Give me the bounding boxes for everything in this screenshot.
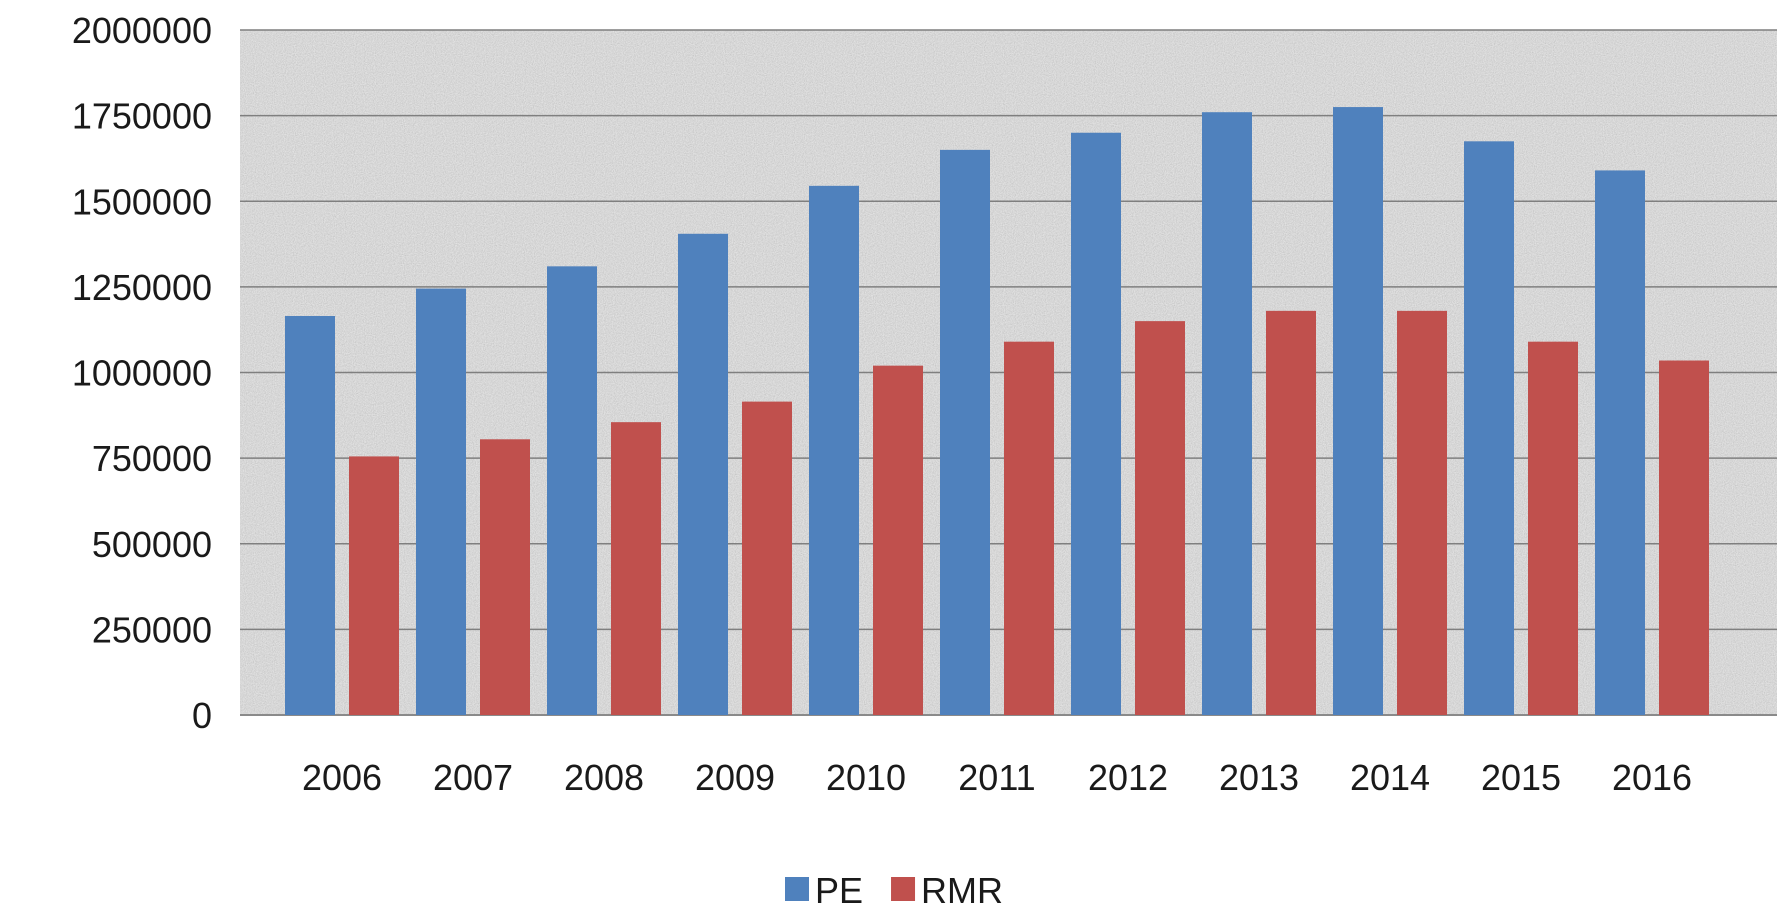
legend-label-pe: PE <box>815 870 863 910</box>
bar-pe-2008 <box>547 266 597 715</box>
legend-swatch-rmr <box>891 877 916 901</box>
x-tick-label: 2010 <box>826 757 906 798</box>
bar-rmr-2013 <box>1266 310 1316 715</box>
bar-pe-2009 <box>678 233 728 715</box>
bar-pe-2014 <box>1333 107 1383 715</box>
bar-pe-2006 <box>285 315 335 715</box>
y-tick-label: 0 <box>192 695 212 736</box>
bar-rmr-2009 <box>742 401 792 715</box>
y-axis: 0 250000 500000 750000 1000000 1250000 1500000… <box>72 10 212 736</box>
legend-label-rmr: RMR <box>921 870 1003 910</box>
bar-pe-2007 <box>416 288 466 715</box>
bar-rmr-2014 <box>1397 310 1447 715</box>
x-axis: 2006 2007 2008 2009 2010 2011 2012 2013 2014 2015… <box>302 757 1692 798</box>
x-tick-label: 2014 <box>1350 757 1430 798</box>
bar-rmr-2012 <box>1135 321 1185 715</box>
x-tick-label: 2016 <box>1612 757 1692 798</box>
bar-pe-2010 <box>809 185 859 715</box>
y-tick-label: 1500000 <box>72 181 212 222</box>
bar-pe-2016 <box>1595 170 1645 716</box>
bar-pe-2013 <box>1202 112 1252 715</box>
x-tick-label: 2011 <box>958 757 1035 798</box>
y-tick-label: 1250000 <box>72 267 212 308</box>
x-tick-label: 2007 <box>433 757 513 798</box>
x-tick-label: 2006 <box>302 757 382 798</box>
bars-group <box>285 107 1709 716</box>
x-tick-label: 2008 <box>564 757 644 798</box>
x-tick-label: 2009 <box>695 757 775 798</box>
bar-rmr-2011 <box>1004 341 1054 715</box>
y-tick-label: 1750000 <box>72 96 212 137</box>
x-tick-label: 2015 <box>1481 757 1561 798</box>
y-tick-label: 500000 <box>92 524 212 565</box>
y-tick-label: 250000 <box>92 609 212 650</box>
bar-pe-2012 <box>1071 132 1121 715</box>
bar-rmr-2010 <box>873 365 923 715</box>
y-tick-label: 750000 <box>92 438 212 479</box>
bar-rmr-2016 <box>1659 360 1709 715</box>
y-tick-label: 1000000 <box>72 353 212 394</box>
bar-rmr-2008 <box>611 422 661 715</box>
bar-rmr-2007 <box>480 439 530 715</box>
x-tick-label: 2012 <box>1088 757 1168 798</box>
legend: PE RMR <box>785 870 1003 910</box>
bar-pe-2011 <box>940 149 990 715</box>
bar-rmr-2006 <box>349 456 399 715</box>
y-tick-label: 2000000 <box>72 10 212 51</box>
bar-rmr-2015 <box>1528 341 1578 715</box>
bar-pe-2015 <box>1464 141 1514 715</box>
x-tick-label: 2013 <box>1219 757 1299 798</box>
legend-swatch-pe <box>785 877 809 901</box>
